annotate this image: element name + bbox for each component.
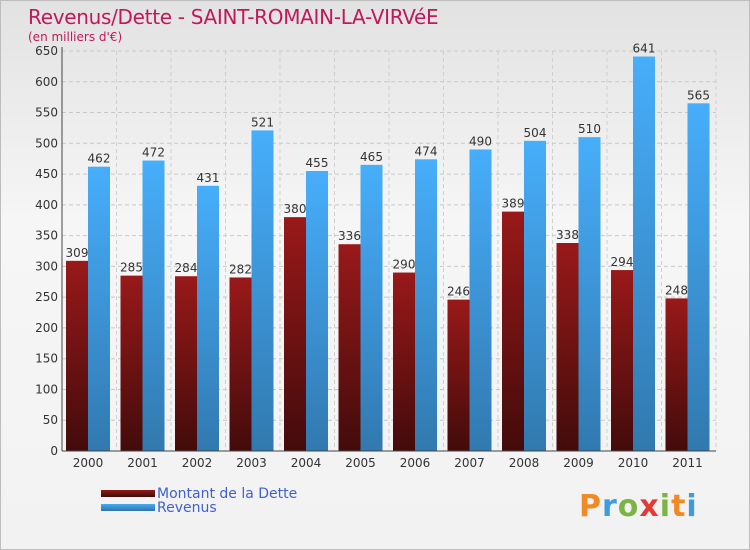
data-label: 474 xyxy=(415,144,438,158)
data-label: 565 xyxy=(687,88,710,102)
data-label: 510 xyxy=(578,122,601,136)
data-label: 309 xyxy=(66,246,89,260)
bar-revenus xyxy=(524,140,546,451)
bar-dette xyxy=(120,275,143,451)
y-tick-label: 250 xyxy=(35,290,58,304)
proxiti-logo: Proxiti xyxy=(579,489,698,524)
bar-revenus xyxy=(197,185,219,451)
logo-letter: x xyxy=(639,489,660,524)
data-label: 294 xyxy=(611,255,634,269)
y-tick-label: 400 xyxy=(35,198,58,212)
data-label: 455 xyxy=(306,156,329,170)
x-tick-label: 2010 xyxy=(618,456,649,470)
data-label: 380 xyxy=(284,202,307,216)
logo-letter: P xyxy=(579,489,602,524)
logo-letter: i xyxy=(686,489,698,524)
bar-revenus xyxy=(251,130,274,451)
bar-revenus xyxy=(360,164,383,451)
data-label: 521 xyxy=(251,115,274,129)
bar-dette xyxy=(175,276,197,451)
legend-label-dette: Montant de la Dette xyxy=(157,486,298,502)
x-tick-label: 2009 xyxy=(563,456,594,470)
y-tick-label: 100 xyxy=(35,382,58,396)
bar-revenus xyxy=(142,160,165,452)
bar-dette xyxy=(338,244,361,451)
data-label: 282 xyxy=(229,262,252,276)
data-label: 504 xyxy=(524,126,547,140)
bar-dette xyxy=(556,243,579,451)
data-label: 465 xyxy=(360,150,383,164)
data-label: 490 xyxy=(469,134,492,148)
data-label: 285 xyxy=(120,261,143,275)
bar-dette xyxy=(502,211,524,451)
data-label: 336 xyxy=(338,229,361,243)
bar-revenus xyxy=(633,56,655,452)
data-label: 462 xyxy=(88,152,111,166)
bar-revenus xyxy=(88,166,110,451)
data-label: 290 xyxy=(393,258,416,272)
x-tick-label: 2008 xyxy=(509,456,540,470)
logo-letter: o xyxy=(617,489,640,524)
data-label: 246 xyxy=(447,285,470,299)
y-tick-label: 650 xyxy=(35,44,58,58)
chart-subtitle: (en milliers d'€) xyxy=(28,30,123,44)
x-tick-label: 2000 xyxy=(73,456,104,470)
bar-revenus xyxy=(687,103,710,452)
bar-revenus xyxy=(306,171,328,451)
y-tick-label: 550 xyxy=(35,106,58,120)
y-tick-label: 600 xyxy=(35,75,58,89)
data-label: 472 xyxy=(142,146,165,160)
bar-revenus xyxy=(415,159,437,452)
y-tick-label: 350 xyxy=(35,229,58,243)
x-tick-label: 2005 xyxy=(345,456,376,470)
legend-label-revenus: Revenus xyxy=(157,500,217,516)
legend-swatch-revenus xyxy=(101,504,155,511)
y-tick-label: 50 xyxy=(43,413,58,427)
bar-revenus xyxy=(469,149,492,451)
data-label: 284 xyxy=(175,261,198,275)
y-tick-label: 300 xyxy=(35,259,58,273)
x-tick-label: 2007 xyxy=(454,456,485,470)
x-tick-label: 2003 xyxy=(236,456,267,470)
logo-letter: t xyxy=(671,489,687,524)
bar-dette xyxy=(393,272,415,451)
y-tick-label: 0 xyxy=(50,444,58,458)
y-tick-label: 150 xyxy=(35,352,58,366)
y-tick-label: 200 xyxy=(35,321,58,335)
data-label: 248 xyxy=(665,283,688,297)
bar-dette xyxy=(66,260,88,451)
bar-dette xyxy=(611,270,633,451)
legend-swatch-dette xyxy=(101,490,155,497)
data-label: 641 xyxy=(633,42,656,56)
x-tick-label: 2006 xyxy=(400,456,431,470)
y-tick-label: 450 xyxy=(35,167,58,181)
bar-revenus xyxy=(578,137,601,451)
x-tick-label: 2011 xyxy=(672,456,703,470)
logo-letter: i xyxy=(659,489,672,524)
y-tick-label: 500 xyxy=(35,136,58,150)
x-tick-label: 2001 xyxy=(127,456,158,470)
x-tick-label: 2004 xyxy=(291,456,322,470)
logo-letter: r xyxy=(602,489,618,524)
data-label: 431 xyxy=(197,171,220,185)
data-label: 338 xyxy=(556,228,579,242)
bar-dette xyxy=(447,299,470,451)
data-label: 389 xyxy=(502,197,525,211)
bar-dette xyxy=(665,298,688,451)
chart-title: Revenus/Dette - SAINT-ROMAIN-LA-VIRVéE xyxy=(28,5,439,29)
bar-dette xyxy=(284,217,306,451)
x-tick-label: 2002 xyxy=(182,456,213,470)
bar-dette xyxy=(229,277,252,451)
